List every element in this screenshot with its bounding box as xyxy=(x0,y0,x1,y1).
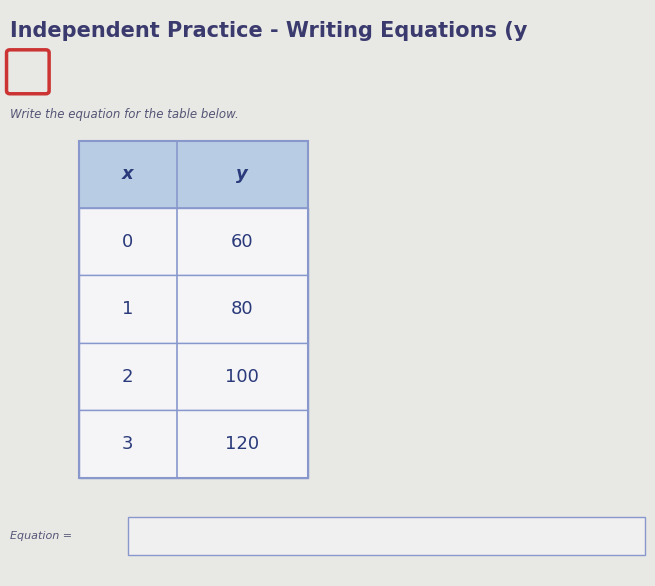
Text: 60: 60 xyxy=(231,233,253,251)
FancyBboxPatch shape xyxy=(7,50,49,94)
Text: Equation =: Equation = xyxy=(10,531,72,541)
Text: Write the equation for the table below.: Write the equation for the table below. xyxy=(10,108,238,121)
Text: 2: 2 xyxy=(122,367,134,386)
FancyBboxPatch shape xyxy=(79,141,308,208)
FancyBboxPatch shape xyxy=(79,275,308,343)
Text: Independent Practice - Writing Equations (y: Independent Practice - Writing Equations… xyxy=(10,21,527,40)
Text: 80: 80 xyxy=(231,300,253,318)
Text: 3: 3 xyxy=(122,435,134,453)
FancyBboxPatch shape xyxy=(79,343,308,410)
Text: x: x xyxy=(122,165,134,183)
FancyBboxPatch shape xyxy=(128,517,645,556)
Text: 100: 100 xyxy=(225,367,259,386)
Text: 120: 120 xyxy=(225,435,259,453)
FancyBboxPatch shape xyxy=(79,208,308,275)
Text: 0: 0 xyxy=(122,233,134,251)
Text: y: y xyxy=(236,165,248,183)
FancyBboxPatch shape xyxy=(79,410,308,478)
Text: 1: 1 xyxy=(122,300,134,318)
